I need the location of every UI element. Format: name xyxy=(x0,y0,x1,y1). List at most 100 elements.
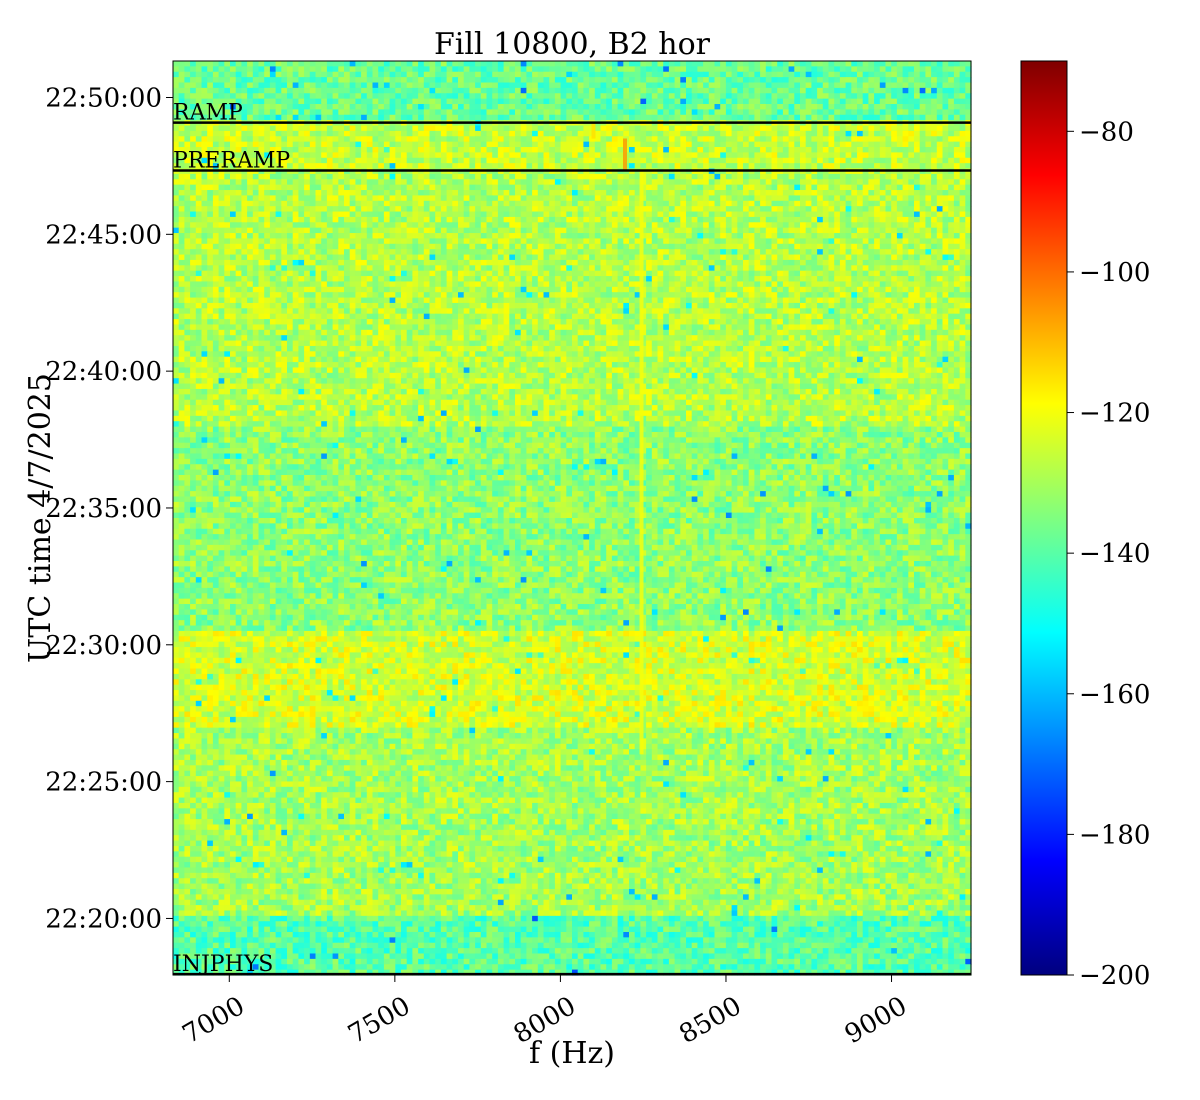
heatmap-cell xyxy=(925,174,931,180)
heatmap-cell xyxy=(367,179,373,185)
heatmap-cell xyxy=(504,66,510,72)
heatmap-cell xyxy=(737,212,743,218)
heatmap-cell xyxy=(680,190,686,196)
heatmap-cell xyxy=(464,179,470,185)
heatmap-cell xyxy=(515,163,521,169)
heatmap-cell xyxy=(435,190,441,196)
heatmap-cell xyxy=(412,238,418,244)
heatmap-cell xyxy=(629,72,635,78)
heatmap-cell xyxy=(350,66,356,72)
heatmap-cell xyxy=(395,163,401,169)
heatmap-cell xyxy=(492,195,498,201)
heatmap-cell xyxy=(384,61,390,67)
heatmap-cell xyxy=(880,66,886,72)
heatmap-cell xyxy=(190,61,196,67)
heatmap-cell xyxy=(430,83,436,89)
heatmap-cell xyxy=(367,77,373,83)
heatmap-cell xyxy=(937,195,943,201)
heatmap-cell xyxy=(475,233,481,239)
heatmap-cell xyxy=(378,195,384,201)
heatmap-cell xyxy=(401,212,407,218)
heatmap-cell xyxy=(623,179,629,185)
heatmap-cell xyxy=(652,77,658,83)
heatmap-cell xyxy=(458,66,464,72)
heatmap-cell xyxy=(635,136,641,142)
heatmap-cell xyxy=(515,179,521,185)
heatmap-cell xyxy=(378,185,384,191)
heatmap-cell xyxy=(789,136,795,142)
heatmap-cell xyxy=(937,212,943,218)
heatmap-cell xyxy=(954,88,960,94)
heatmap-cell xyxy=(247,99,253,105)
heatmap-cell xyxy=(316,136,322,142)
heatmap-cell xyxy=(572,212,578,218)
heatmap-cell xyxy=(635,131,641,137)
heatmap-cell xyxy=(384,115,390,121)
heatmap-cell xyxy=(435,72,441,78)
heatmap-cell xyxy=(230,238,236,244)
heatmap-cell xyxy=(173,195,179,201)
heatmap-cell xyxy=(903,93,909,99)
heatmap-cell xyxy=(521,136,527,142)
heatmap-cell xyxy=(202,228,208,234)
heatmap-cell xyxy=(481,195,487,201)
heatmap-cell xyxy=(544,77,550,83)
heatmap-cell xyxy=(487,233,493,239)
heatmap-cell xyxy=(298,201,304,207)
heatmap-cell xyxy=(732,152,738,158)
heatmap-cell xyxy=(743,109,749,115)
heatmap-cell xyxy=(766,77,772,83)
heatmap-cell xyxy=(578,77,584,83)
heatmap-cell xyxy=(458,115,464,121)
heatmap-cell xyxy=(623,238,629,244)
heatmap-cell xyxy=(817,93,823,99)
heatmap-cell xyxy=(384,66,390,72)
heatmap-cell xyxy=(891,88,897,94)
heatmap-cell xyxy=(395,99,401,105)
heatmap-cell xyxy=(515,99,521,105)
heatmap-cell xyxy=(931,244,937,250)
heatmap-cell xyxy=(908,212,914,218)
heatmap-cell xyxy=(692,72,698,78)
heatmap-cell xyxy=(646,131,652,137)
heatmap-cell xyxy=(447,83,453,89)
heatmap-cell xyxy=(264,217,270,223)
heatmap-cell xyxy=(720,201,726,207)
heatmap-cell xyxy=(492,238,498,244)
heatmap-cell xyxy=(173,93,179,99)
heatmap-cell xyxy=(640,93,646,99)
heatmap-cell xyxy=(532,185,538,191)
heatmap-cell xyxy=(732,77,738,83)
heatmap-cell xyxy=(697,238,703,244)
heatmap-cell xyxy=(680,147,686,153)
heatmap-cell xyxy=(259,126,265,132)
heatmap-cell xyxy=(532,174,538,180)
heatmap-cell xyxy=(418,222,424,228)
heatmap-cell xyxy=(367,217,373,223)
heatmap-cell xyxy=(800,104,806,110)
heatmap-cell xyxy=(652,195,658,201)
heatmap-cell xyxy=(333,88,339,94)
heatmap-cell xyxy=(361,77,367,83)
heatmap-cell xyxy=(418,83,424,89)
heatmap-cell xyxy=(532,136,538,142)
heatmap-cell xyxy=(618,147,624,153)
heatmap-cell xyxy=(783,142,789,148)
heatmap-cell xyxy=(800,126,806,132)
heatmap-cell xyxy=(367,228,373,234)
heatmap-cell xyxy=(931,142,937,148)
heatmap-cell xyxy=(355,88,361,94)
heatmap-cell xyxy=(538,201,544,207)
heatmap-cell xyxy=(948,190,954,196)
heatmap-cell xyxy=(891,174,897,180)
heatmap-cell xyxy=(469,201,475,207)
heatmap-cell xyxy=(549,66,555,72)
heatmap-cell xyxy=(623,233,629,239)
heatmap-cell xyxy=(817,163,823,169)
heatmap-cell xyxy=(447,147,453,153)
heatmap-cell xyxy=(378,77,384,83)
heatmap-cell xyxy=(441,201,447,207)
heatmap-cell xyxy=(629,142,635,148)
heatmap-cell xyxy=(264,238,270,244)
heatmap-cell xyxy=(925,152,931,158)
